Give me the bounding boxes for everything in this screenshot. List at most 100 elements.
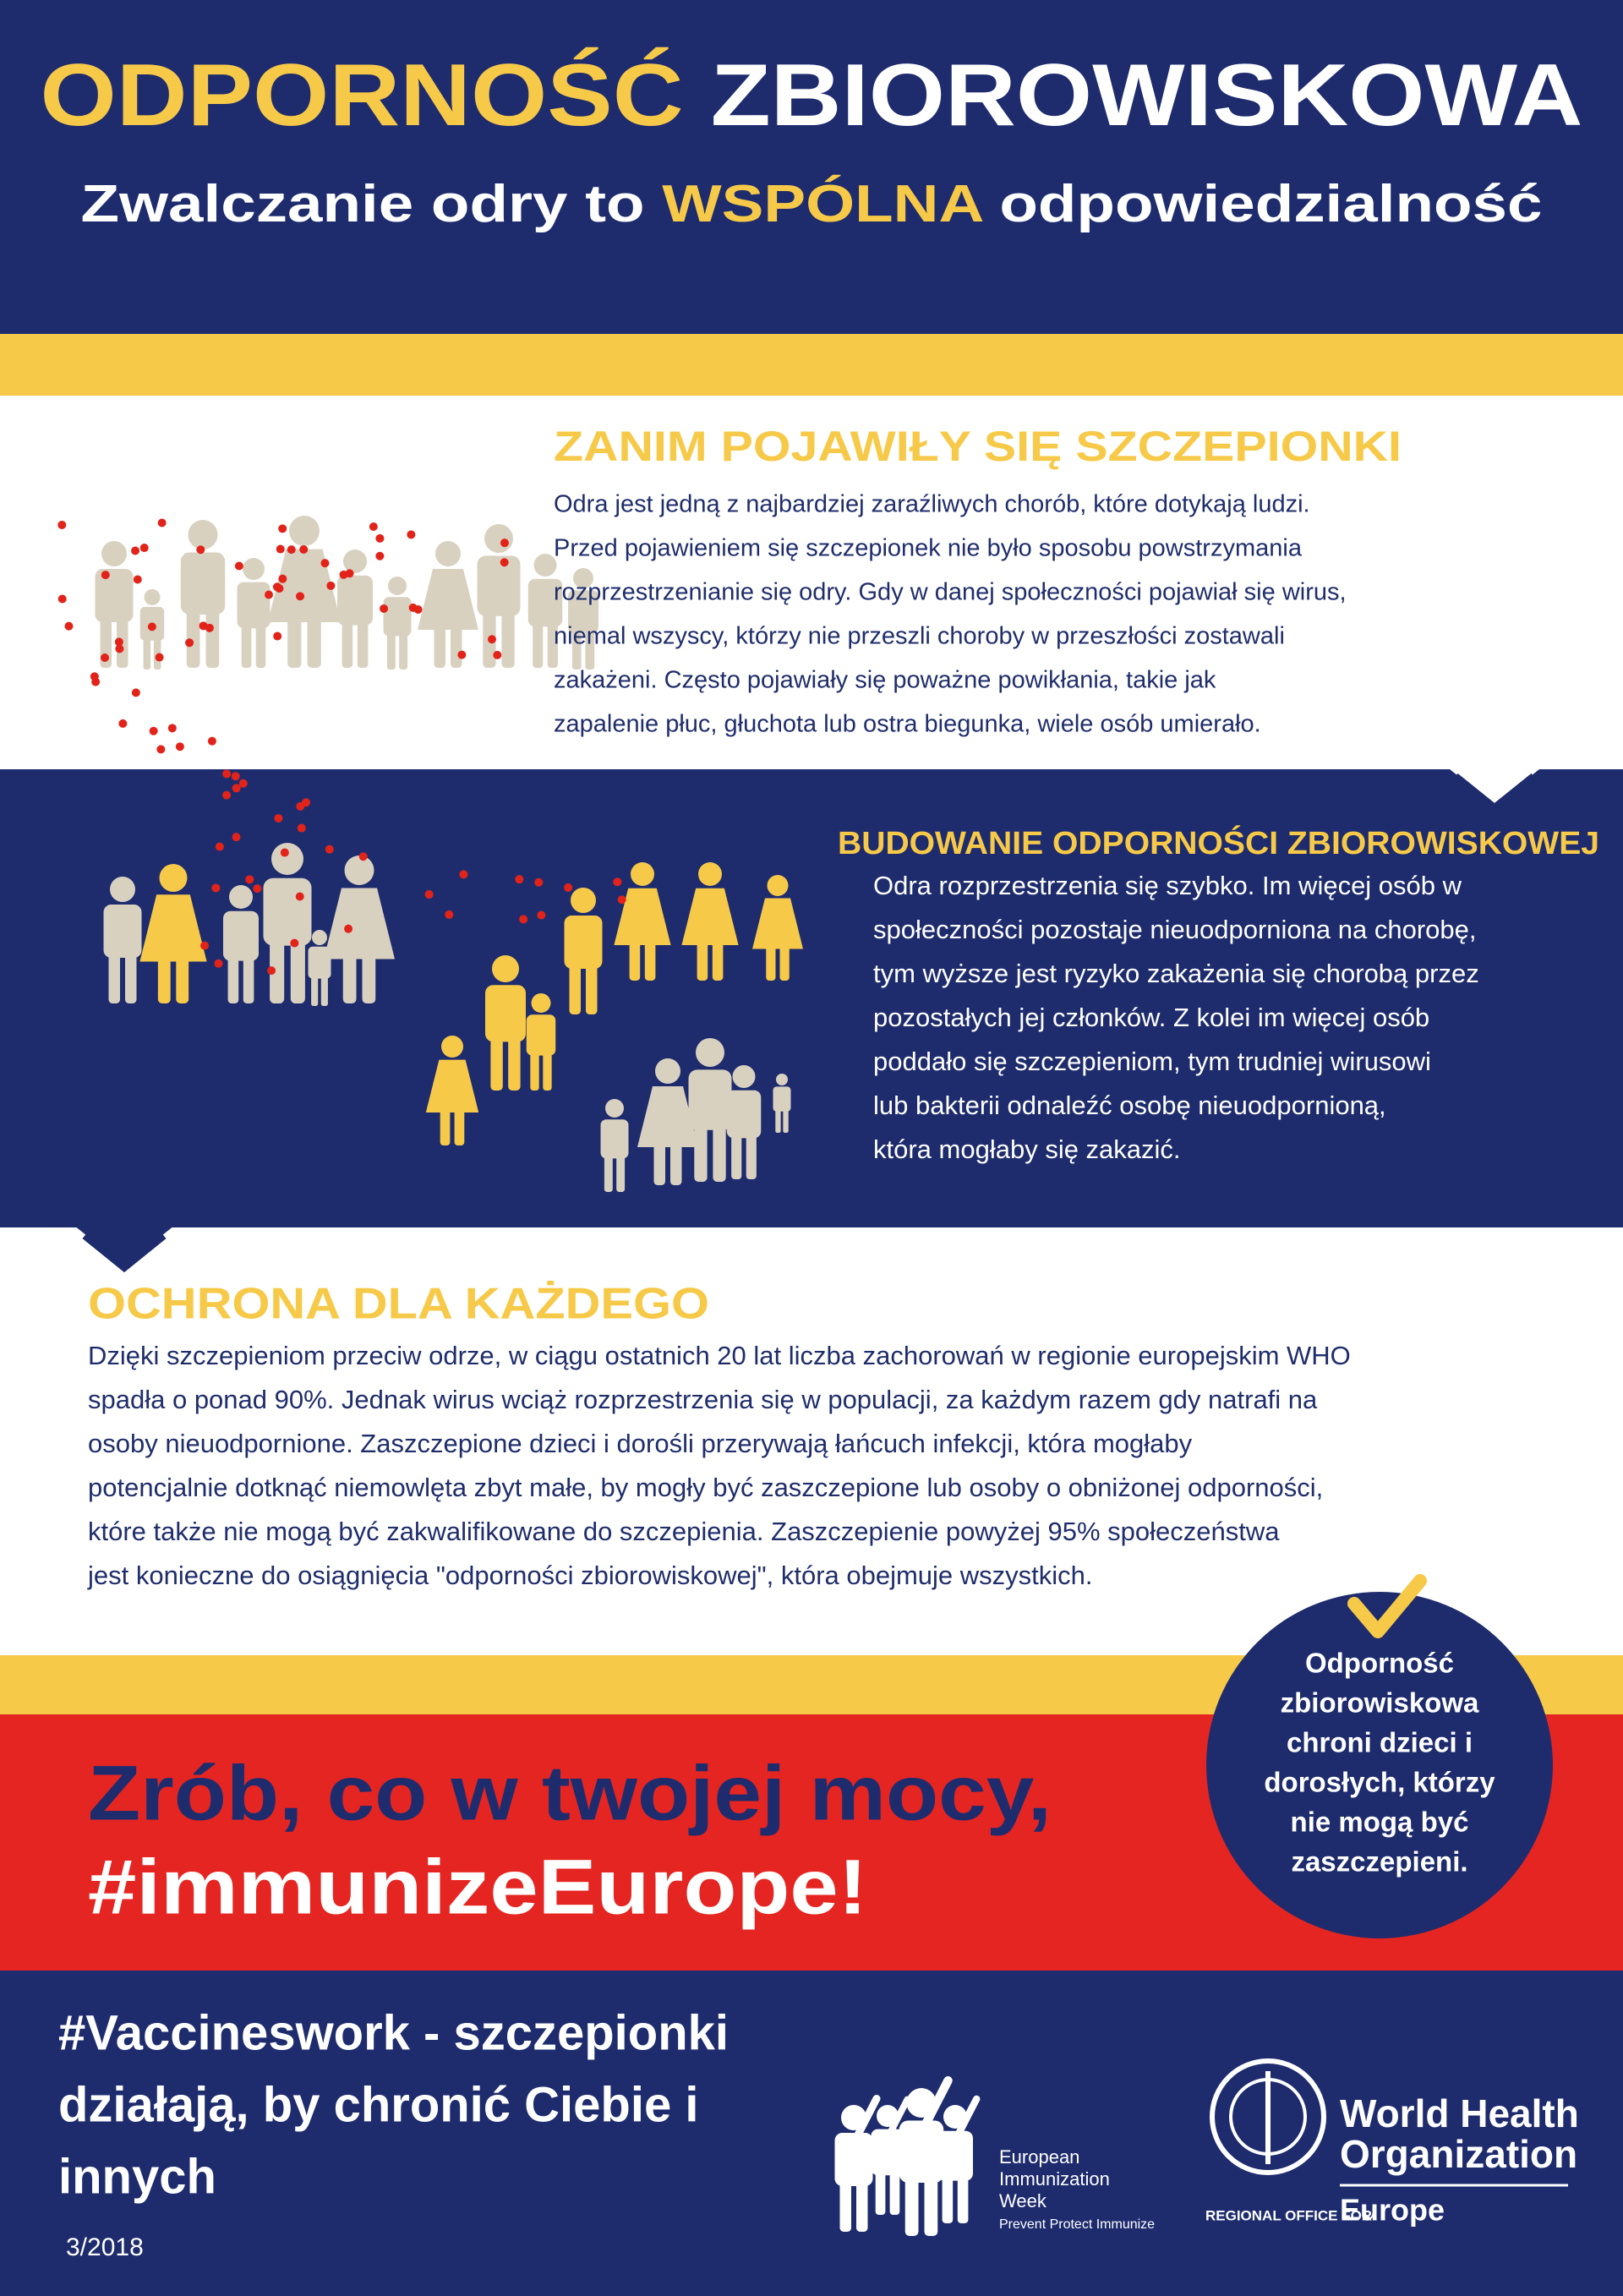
paragraph-line: Odra rozprzestrzenia się szybko. Im więc… bbox=[873, 871, 1462, 900]
virus-dot bbox=[493, 650, 502, 659]
person-icon bbox=[223, 910, 259, 961]
person-icon bbox=[440, 1102, 451, 1145]
person-icon bbox=[418, 569, 478, 630]
person-icon bbox=[434, 617, 445, 668]
virus-dot bbox=[296, 801, 305, 811]
paragraph-line: która mogłaby się zakazić. bbox=[873, 1134, 1181, 1164]
person-icon bbox=[779, 938, 790, 981]
person-icon bbox=[159, 864, 188, 892]
virus-dot bbox=[155, 653, 164, 662]
virus-dot bbox=[131, 688, 140, 697]
footer-line: innych bbox=[58, 2149, 216, 2204]
title-rest: ZBIOROWISKOWA bbox=[711, 46, 1583, 145]
person-icon bbox=[530, 1052, 539, 1091]
virus-dot bbox=[57, 520, 67, 529]
person-icon bbox=[694, 1124, 708, 1182]
virus-dot bbox=[457, 650, 467, 659]
paragraph-line: poddało się szczepieniom, tym trudniej w… bbox=[873, 1047, 1431, 1076]
person-icon bbox=[485, 985, 526, 1042]
person-icon bbox=[311, 976, 319, 1006]
badge-line: Odporność bbox=[1305, 1648, 1454, 1679]
person-icon bbox=[451, 617, 462, 668]
person-icon bbox=[712, 933, 724, 981]
virus-dot bbox=[185, 638, 194, 648]
person-icon bbox=[386, 632, 396, 670]
virus-dot bbox=[222, 790, 232, 800]
person-icon bbox=[697, 933, 708, 981]
person-icon bbox=[766, 938, 776, 981]
virus-dot bbox=[274, 814, 283, 823]
person-icon bbox=[388, 577, 407, 595]
virus-dot bbox=[564, 883, 573, 892]
virus-dot bbox=[199, 621, 208, 631]
person-icon bbox=[312, 930, 327, 945]
person-icon bbox=[186, 609, 200, 668]
person-icon bbox=[547, 622, 558, 668]
chevron bbox=[1453, 773, 1536, 812]
virus-dot bbox=[149, 726, 158, 735]
virus-dot bbox=[358, 852, 368, 861]
person-icon bbox=[752, 898, 803, 949]
person-icon bbox=[144, 589, 161, 605]
person-icon bbox=[533, 554, 557, 577]
footer-line: działają, by chronić Ciebie i bbox=[58, 2077, 698, 2132]
person-icon bbox=[320, 976, 328, 1006]
section-3-bg bbox=[0, 1227, 1623, 1655]
person-icon bbox=[344, 856, 374, 885]
person-icon bbox=[101, 541, 127, 566]
virus-dot bbox=[196, 545, 205, 555]
virus-dot bbox=[278, 574, 287, 583]
virus-dot bbox=[424, 890, 434, 899]
virus-dot bbox=[131, 546, 140, 555]
person-icon bbox=[125, 953, 137, 1003]
person-icon bbox=[227, 956, 239, 1003]
person-icon bbox=[180, 552, 226, 615]
virus-dot bbox=[118, 719, 128, 728]
virus-dot bbox=[299, 544, 309, 554]
virus-dot bbox=[200, 941, 210, 950]
person-icon bbox=[937, 2130, 973, 2181]
person-icon bbox=[856, 2181, 868, 2232]
person-icon bbox=[357, 620, 369, 668]
person-icon bbox=[324, 888, 395, 959]
virus-dot bbox=[287, 545, 296, 555]
virus-dot bbox=[157, 518, 167, 528]
person-icon bbox=[875, 2171, 886, 2215]
person-icon bbox=[399, 632, 408, 670]
person-icon bbox=[644, 933, 656, 981]
virus-dot bbox=[234, 561, 243, 571]
date: 3/2018 bbox=[66, 2233, 144, 2261]
virus-dot bbox=[487, 635, 496, 644]
person-icon bbox=[307, 607, 321, 668]
person-icon bbox=[746, 1134, 757, 1179]
person-icon bbox=[839, 2181, 851, 2232]
person-icon bbox=[342, 620, 353, 668]
footer-line: #Vaccineswork - szczepionki bbox=[58, 2005, 729, 2060]
person-icon bbox=[425, 1059, 479, 1112]
paragraph-line: pozostałych jej członków. Z kolei im wię… bbox=[873, 1003, 1429, 1032]
cta-line: Zrób, co w twojej mocy, bbox=[88, 1750, 1052, 1836]
person-icon bbox=[670, 1134, 682, 1185]
person-icon bbox=[383, 597, 412, 637]
person-icon bbox=[924, 2177, 938, 2236]
person-icon bbox=[586, 964, 598, 1014]
virus-dot bbox=[320, 559, 330, 568]
virus-dot bbox=[232, 833, 241, 842]
paragraph-line: Przed pojawieniem się szczepionek nie by… bbox=[554, 535, 1303, 562]
person-icon bbox=[957, 2176, 969, 2223]
virus-dot bbox=[147, 622, 156, 631]
virus-dot bbox=[167, 724, 177, 733]
virus-dot bbox=[297, 823, 306, 833]
person-icon bbox=[899, 2120, 944, 2183]
person-icon bbox=[543, 1052, 552, 1091]
person-icon bbox=[95, 569, 134, 622]
person-icon bbox=[255, 624, 266, 668]
virus-dot bbox=[114, 637, 123, 647]
person-icon bbox=[731, 1134, 742, 1179]
person-icon bbox=[889, 2171, 900, 2215]
person-icon bbox=[904, 2177, 919, 2236]
person-icon bbox=[834, 2133, 873, 2186]
eiw-text: Week bbox=[999, 2190, 1047, 2211]
person-icon bbox=[767, 875, 789, 896]
eiw-text: Immunization bbox=[999, 2168, 1110, 2189]
